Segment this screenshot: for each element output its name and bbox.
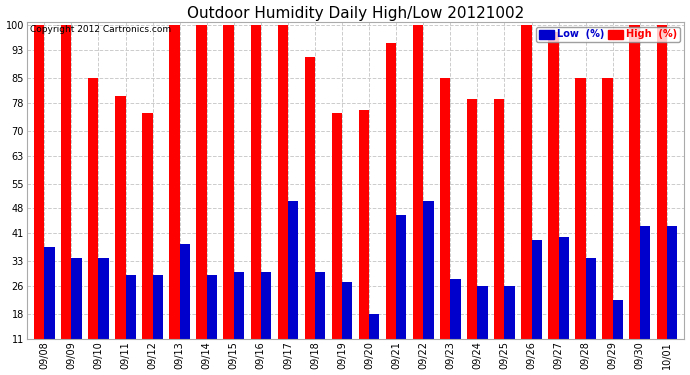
Legend: Low  (%), High  (%): Low (%), High (%): [536, 27, 680, 42]
Bar: [250, 25, 261, 339]
Bar: [521, 25, 531, 339]
Title: Outdoor Humidity Daily High/Low 20121002: Outdoor Humidity Daily High/Low 20121002: [187, 6, 524, 21]
Bar: [575, 78, 586, 339]
Bar: [504, 286, 515, 339]
Bar: [467, 99, 477, 339]
Bar: [667, 226, 677, 339]
Bar: [549, 32, 559, 339]
Bar: [396, 215, 406, 339]
Bar: [34, 25, 44, 339]
Bar: [586, 258, 596, 339]
Bar: [629, 25, 640, 339]
Bar: [142, 113, 152, 339]
Bar: [115, 96, 126, 339]
Bar: [413, 25, 423, 339]
Bar: [277, 25, 288, 339]
Bar: [261, 272, 271, 339]
Bar: [657, 25, 667, 339]
Bar: [169, 25, 179, 339]
Bar: [99, 258, 109, 339]
Bar: [359, 110, 369, 339]
Bar: [386, 43, 396, 339]
Bar: [61, 25, 71, 339]
Bar: [44, 247, 55, 339]
Bar: [640, 226, 650, 339]
Bar: [494, 99, 504, 339]
Bar: [207, 275, 217, 339]
Bar: [613, 300, 623, 339]
Bar: [315, 272, 325, 339]
Bar: [88, 78, 99, 339]
Bar: [423, 201, 433, 339]
Bar: [531, 240, 542, 339]
Text: Copyright 2012 Cartronics.com: Copyright 2012 Cartronics.com: [30, 25, 171, 34]
Bar: [332, 113, 342, 339]
Bar: [369, 314, 380, 339]
Bar: [224, 25, 234, 339]
Bar: [559, 237, 569, 339]
Bar: [71, 258, 81, 339]
Bar: [179, 244, 190, 339]
Bar: [234, 272, 244, 339]
Bar: [197, 25, 207, 339]
Bar: [602, 78, 613, 339]
Bar: [342, 282, 353, 339]
Bar: [288, 201, 298, 339]
Bar: [152, 275, 163, 339]
Bar: [440, 78, 451, 339]
Bar: [451, 279, 461, 339]
Bar: [305, 57, 315, 339]
Bar: [126, 275, 136, 339]
Bar: [477, 286, 488, 339]
